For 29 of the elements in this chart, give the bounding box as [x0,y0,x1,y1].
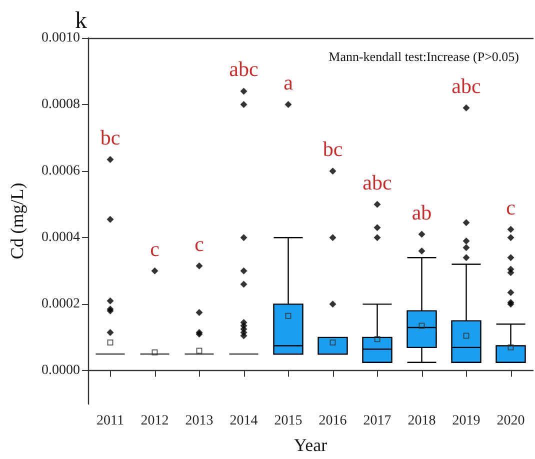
y-axis-title: Cd (mg/L) [7,182,27,260]
annotation: c [506,195,516,220]
x-tick-label: 2017 [363,414,392,428]
y-tick-label: 0.0010 [42,30,80,46]
annotation: ab [412,200,432,224]
y-tick-label: 0.0008 [42,97,80,112]
x-tick-label: 2014 [230,414,258,428]
annotation: c [194,232,204,256]
x-tick-label: 2011 [96,414,124,428]
x-axis-title: Year [294,435,328,455]
x-tick-label: 2013 [185,414,214,428]
annotation: abc [362,170,392,194]
x-tick-label: 2016 [318,414,347,428]
y-tick-label: 0.0002 [42,296,80,312]
annotation: abc [452,74,481,98]
x-tick-label: 2020 [496,414,525,428]
x-tick-label: 2019 [452,414,480,428]
x-tick-label: 2012 [140,414,169,428]
annotation: bc [100,125,120,150]
y-tick-label: 0.0004 [42,230,80,246]
annotation: a [284,70,294,95]
x-tick-label: 2018 [408,414,436,428]
annotation: Mann-kendall test:Increase (P>0.05) [328,49,520,64]
annotation: abc [229,57,258,82]
y-tick-label: 0.0006 [42,164,80,179]
y-tick-label: 0.0000 [42,363,80,378]
annotation: c [150,236,160,261]
annotation: bc [322,137,343,162]
x-tick-label: 2015 [274,414,302,428]
